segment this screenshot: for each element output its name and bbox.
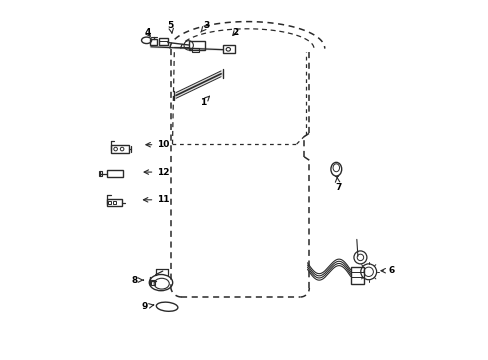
Bar: [99, 171, 102, 176]
Bar: [107, 199, 122, 206]
Bar: [192, 48, 199, 52]
Text: 7: 7: [334, 177, 341, 192]
Bar: [107, 170, 123, 177]
Bar: [151, 280, 155, 285]
Text: 1: 1: [200, 96, 209, 107]
Bar: [159, 38, 167, 45]
Text: 6: 6: [380, 266, 394, 275]
Text: 12: 12: [144, 167, 169, 176]
Bar: [150, 39, 157, 45]
Text: 11: 11: [143, 195, 169, 204]
Bar: [108, 201, 111, 204]
Bar: [188, 41, 204, 50]
Bar: [113, 201, 116, 204]
Text: 3: 3: [201, 21, 209, 32]
Text: 8: 8: [131, 276, 143, 284]
Text: 9: 9: [142, 302, 153, 311]
Text: 10: 10: [145, 140, 169, 149]
Bar: [111, 145, 128, 153]
Text: 2: 2: [232, 28, 238, 37]
Text: 5: 5: [167, 21, 173, 33]
Text: 4: 4: [144, 28, 150, 37]
Bar: [223, 45, 235, 53]
Bar: [350, 267, 364, 284]
